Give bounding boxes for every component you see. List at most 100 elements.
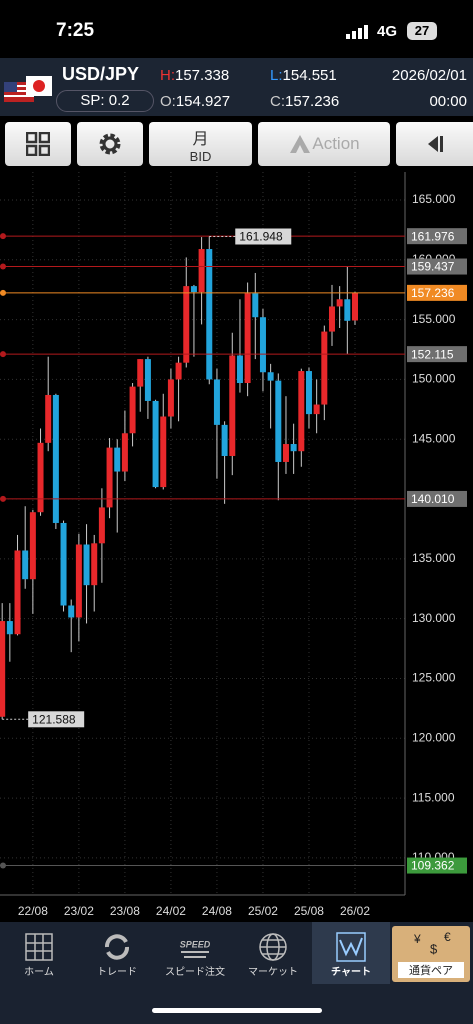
y-tick-label: 125.000 bbox=[412, 671, 456, 685]
date: 2026/02/01 bbox=[391, 67, 467, 84]
candle-body bbox=[183, 286, 190, 363]
candle-body bbox=[321, 331, 328, 405]
candle-body bbox=[313, 404, 320, 415]
price-line-dot bbox=[0, 289, 6, 296]
layout-button[interactable] bbox=[5, 122, 71, 166]
flags bbox=[4, 76, 52, 102]
nav-currency[interactable]: ¥ $ € 通貨ペア bbox=[392, 926, 470, 982]
candle-body bbox=[98, 507, 105, 544]
toolbar: 月 BID Action bbox=[0, 116, 473, 172]
price-line-dot bbox=[0, 263, 6, 270]
close-value: 157.236 bbox=[285, 93, 340, 110]
price-label: 161.976 bbox=[411, 229, 455, 243]
candle-body bbox=[22, 550, 29, 580]
candle-body bbox=[213, 379, 220, 425]
low: L:154.551 bbox=[270, 67, 337, 84]
settings-button[interactable] bbox=[77, 122, 143, 166]
x-tick-label: 24/02 bbox=[156, 904, 186, 918]
high-label: H: bbox=[160, 67, 175, 84]
nav-chart[interactable]: チャート bbox=[312, 922, 390, 984]
candle-body bbox=[121, 433, 128, 472]
y-tick-label: 120.000 bbox=[412, 730, 456, 744]
candle-body bbox=[252, 293, 259, 318]
candle-body bbox=[29, 512, 36, 580]
battery: 27 bbox=[407, 22, 437, 40]
collapse-button[interactable] bbox=[396, 122, 473, 166]
price-label: 109.362 bbox=[411, 859, 455, 873]
open-value: 154.927 bbox=[175, 93, 231, 110]
x-tick-label: 22/08 bbox=[18, 904, 48, 918]
price-line-dot bbox=[0, 495, 6, 502]
low-value: 154.551 bbox=[282, 67, 337, 84]
x-tick-label: 26/02 bbox=[340, 904, 370, 918]
candle-body bbox=[221, 424, 228, 456]
nav-label: マーケット bbox=[248, 967, 298, 978]
status-bar: 7:25 4G 27 bbox=[0, 0, 473, 58]
candle-body bbox=[290, 444, 297, 452]
candle-body bbox=[91, 543, 98, 586]
y-tick-label: 150.000 bbox=[412, 372, 456, 386]
svg-text:€: € bbox=[444, 930, 451, 944]
candle-body bbox=[267, 372, 274, 381]
x-tick-label: 25/08 bbox=[294, 904, 324, 918]
candle-body bbox=[83, 544, 90, 586]
price-label-box bbox=[407, 284, 467, 301]
period: 月 bbox=[192, 130, 209, 148]
nav-label: チャート bbox=[331, 967, 371, 978]
candle-body bbox=[0, 621, 6, 717]
svg-text:SPEED: SPEED bbox=[180, 939, 211, 949]
candle-body bbox=[106, 447, 113, 508]
clock: 7:25 bbox=[56, 20, 95, 41]
candle-body bbox=[137, 359, 144, 387]
price-label: 152.115 bbox=[411, 347, 454, 361]
price-line-dot bbox=[0, 862, 6, 869]
header: USD/JPY SP: 0.2 H:157.338 O:154.927 L:15… bbox=[0, 58, 473, 116]
annotation-label: 161.948 bbox=[239, 230, 283, 244]
price-line-dot bbox=[0, 233, 6, 240]
candle-body bbox=[52, 394, 59, 523]
open-label: O: bbox=[160, 93, 176, 110]
signal-icon bbox=[346, 25, 368, 39]
candle-body bbox=[45, 394, 52, 443]
x-tick-label: 25/02 bbox=[248, 904, 278, 918]
high-value: 157.338 bbox=[175, 67, 230, 84]
nav-trade[interactable]: トレード bbox=[78, 922, 156, 984]
chart: 110.000115.000120.000125.000130.000135.0… bbox=[0, 172, 467, 918]
close: C:157.236 bbox=[270, 93, 339, 110]
nav-label: 通貨ペア bbox=[398, 962, 464, 978]
candle-body bbox=[68, 605, 75, 618]
open: O:154.927 bbox=[160, 93, 230, 110]
candle-body bbox=[152, 400, 159, 488]
nav-label: スピード注文 bbox=[165, 967, 225, 978]
bottom-nav: ホーム トレード SPEED スピード注文 マーケット チャート ¥ $ € 通貨ペア bbox=[0, 922, 473, 1024]
period-button[interactable]: 月 BID bbox=[149, 122, 252, 166]
action-button[interactable]: Action bbox=[258, 122, 390, 166]
candle-body bbox=[259, 317, 266, 373]
y-tick-label: 135.000 bbox=[412, 551, 456, 565]
y-tick-label: 155.000 bbox=[412, 312, 456, 326]
price-label: 140.010 bbox=[411, 492, 455, 506]
side: BID bbox=[189, 148, 212, 164]
x-tick-label: 23/02 bbox=[64, 904, 94, 918]
network: 4G bbox=[377, 23, 398, 40]
candle-body bbox=[167, 379, 174, 417]
candle-body bbox=[144, 359, 151, 401]
candle-body bbox=[14, 550, 21, 635]
x-tick-label: 23/08 bbox=[110, 904, 140, 918]
nav-label: トレード bbox=[97, 967, 137, 978]
candle-body bbox=[298, 371, 305, 452]
pair: USD/JPY bbox=[62, 64, 140, 84]
nav-market[interactable]: マーケット bbox=[234, 922, 312, 984]
candle-body bbox=[206, 249, 213, 380]
candle-body bbox=[229, 355, 236, 456]
annotation-label: 121.588 bbox=[32, 712, 76, 726]
nav-home[interactable]: ホーム bbox=[0, 922, 78, 984]
x-tick-label: 24/08 bbox=[202, 904, 232, 918]
nav-speed[interactable]: SPEED スピード注文 bbox=[156, 922, 234, 984]
svg-text:¥: ¥ bbox=[413, 932, 421, 946]
spread: SP: 0.2 bbox=[56, 90, 154, 112]
annotation-box bbox=[235, 228, 292, 245]
candle-body bbox=[236, 355, 243, 384]
candle-body bbox=[60, 522, 67, 606]
price-label-box bbox=[407, 857, 467, 874]
